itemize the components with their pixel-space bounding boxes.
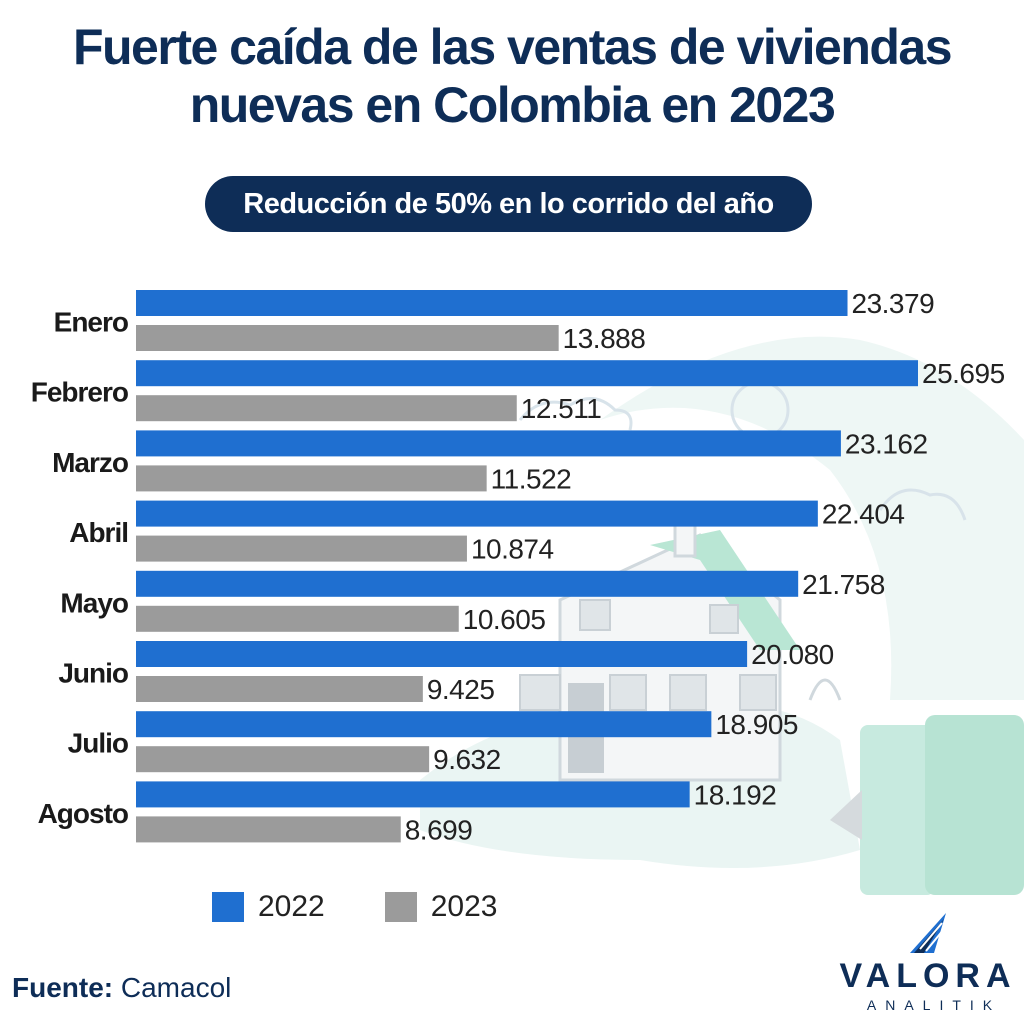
- bar-2023-julio: [136, 746, 430, 773]
- logo-word: VALORA: [839, 957, 1017, 995]
- legend-label-2022: 2022: [258, 890, 325, 923]
- bar-2023-enero: [136, 325, 559, 351]
- bar-2022-mayo: [136, 570, 799, 597]
- source-credit: Fuente: Camacol: [12, 972, 231, 1004]
- bar-2022-marzo: [136, 430, 841, 457]
- category-label-marzo: Marzo: [52, 447, 129, 478]
- bar-2023-junio: [136, 676, 423, 702]
- category-label-enero: Enero: [54, 307, 129, 338]
- value-label-2023-abril: 10.874: [471, 534, 554, 565]
- category-label-mayo: Mayo: [60, 587, 128, 618]
- legend-swatch-2023: [384, 892, 417, 922]
- bar-2023-mayo: [136, 605, 459, 632]
- subtitle-text: Reducción de 50% en lo corrido del año: [243, 187, 774, 220]
- value-label-2022-febrero: 25.695: [922, 358, 1005, 389]
- source-label: Fuente:: [12, 972, 114, 1003]
- title-line-2: nuevas en Colombia en 2023: [189, 77, 836, 133]
- value-label-2022-enero: 23.379: [852, 288, 935, 319]
- valora-logo: VALORA ANALITIK: [838, 905, 1018, 1015]
- source-value: Camacol: [113, 972, 232, 1003]
- title-line-1: Fuerte caída de las ventas de viviendas: [72, 19, 953, 75]
- bar-2023-abril: [136, 535, 467, 562]
- value-label-2023-febrero: 12.511: [521, 393, 602, 424]
- value-label-2022-agosto: 18.192: [694, 779, 777, 810]
- category-label-julio: Julio: [68, 728, 129, 759]
- bar-2022-agosto: [136, 781, 690, 808]
- value-label-2023-mayo: 10.605: [463, 604, 546, 635]
- bar-2022-abril: [136, 500, 818, 527]
- valora-mark-icon: [910, 913, 946, 953]
- bar-2022-enero: [136, 290, 848, 316]
- bar-2023-marzo: [136, 465, 487, 492]
- value-label-2023-junio: 9.425: [427, 674, 495, 705]
- value-label-2022-mayo: 21.758: [802, 569, 885, 600]
- bar-2022-febrero: [136, 360, 918, 387]
- bar-2023-agosto: [136, 816, 401, 843]
- category-label-abril: Abril: [69, 517, 128, 548]
- bar-2022-junio: [136, 641, 748, 667]
- legend-swatch-2022: [212, 892, 244, 922]
- value-label-2022-abril: 22.404: [822, 499, 905, 530]
- logo-sub: ANALITIK: [866, 997, 1002, 1013]
- legend-item-2023: 2023: [384, 890, 498, 924]
- legend: 2022 2023: [212, 890, 558, 924]
- legend-item-2022: 2022: [212, 890, 325, 924]
- legend-label-2023: 2023: [430, 890, 498, 923]
- value-label-2022-marzo: 23.162: [845, 428, 928, 459]
- bar-2022-julio: [136, 711, 712, 738]
- bar-2023-febrero: [136, 395, 517, 422]
- category-label-febrero: Febrero: [31, 377, 129, 408]
- value-label-2023-agosto: 8.699: [405, 814, 473, 845]
- category-label-junio: Junio: [58, 658, 129, 689]
- category-label-agosto: Agosto: [38, 798, 129, 829]
- chart-title: Fuerte caída de las ventas de viviendas …: [0, 18, 1024, 134]
- value-label-2022-junio: 20.080: [751, 639, 834, 670]
- subtitle-pill: Reducción de 50% en lo corrido del año: [205, 176, 812, 232]
- value-label-2023-enero: 13.888: [563, 323, 646, 354]
- value-label-2023-julio: 9.632: [433, 744, 501, 775]
- value-label-2022-julio: 18.905: [715, 709, 798, 740]
- value-label-2023-marzo: 11.522: [491, 463, 572, 494]
